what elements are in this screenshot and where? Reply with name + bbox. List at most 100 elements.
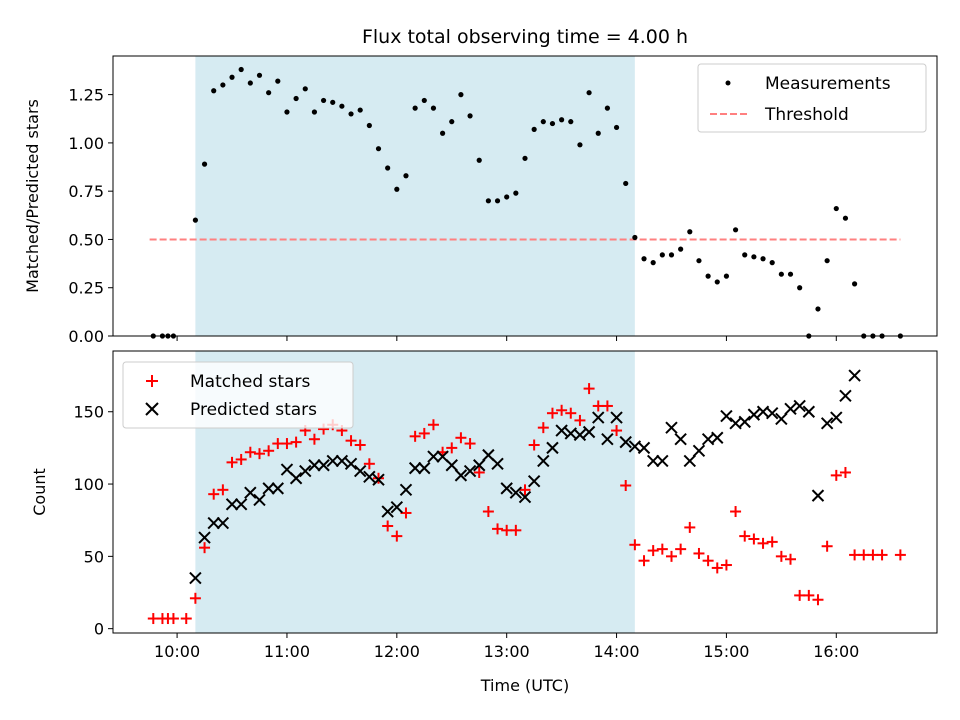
predicted-star-point xyxy=(363,470,376,484)
measurement-point xyxy=(522,155,528,161)
x-tick-label: 13:00 xyxy=(484,642,530,661)
measurement-point xyxy=(467,113,473,119)
measurement-point xyxy=(320,97,327,104)
matched-star-point xyxy=(748,533,760,545)
matched-star-point xyxy=(730,506,742,518)
predicted-star-point xyxy=(527,474,541,488)
matched-star-point xyxy=(235,453,247,465)
predicted-star-point xyxy=(372,473,385,486)
measurement-point xyxy=(659,252,665,258)
measurement-point xyxy=(797,285,803,291)
matched-star-point xyxy=(876,549,888,561)
matched-star-point xyxy=(611,425,623,437)
matched-star-point xyxy=(601,400,613,412)
measurement-point xyxy=(732,227,739,233)
measurement-point xyxy=(852,281,858,287)
matched-star-point xyxy=(785,553,797,565)
predicted-star-point xyxy=(445,459,458,472)
predicted-star-point xyxy=(637,441,651,455)
top-legend-box xyxy=(697,63,927,133)
top-y-tick-label: 1.00 xyxy=(68,134,104,153)
measurement-point xyxy=(678,246,684,252)
matched-star-point xyxy=(803,589,815,601)
bottom-legend-box xyxy=(122,361,354,429)
predicted-star-point xyxy=(592,411,605,424)
measurement-point xyxy=(595,130,601,136)
predicted-star-point xyxy=(198,531,211,544)
bottom-y-tick-label: 50 xyxy=(84,547,104,566)
measurement-point xyxy=(220,82,226,88)
bottom-y-axis: 0 50 100 150 xyxy=(73,403,113,639)
top-y-axis-label: Matched/Predicted stars xyxy=(23,99,42,293)
measurement-point xyxy=(430,105,437,111)
predicted-star-point xyxy=(656,454,669,468)
measurement-point xyxy=(302,86,308,92)
matched-star-point xyxy=(812,594,824,606)
matched-star-point xyxy=(446,442,458,454)
count-points xyxy=(147,369,906,625)
measurement-point xyxy=(632,234,638,241)
measurement-point xyxy=(751,254,757,260)
bottom-legend: Matched stars Predicted stars xyxy=(122,361,354,429)
legend-matched-label: Matched stars xyxy=(190,372,310,392)
predicted-star-point xyxy=(738,415,751,429)
measurement-point xyxy=(192,217,198,223)
matched-star-point xyxy=(290,436,302,448)
measurement-point xyxy=(504,194,510,200)
matched-star-point xyxy=(720,559,732,571)
measurement-point xyxy=(247,80,253,86)
predicted-star-point xyxy=(253,493,266,507)
measurement-point xyxy=(348,111,354,117)
matched-star-point xyxy=(382,520,394,532)
measurement-point xyxy=(833,205,839,212)
measurement-point xyxy=(458,92,464,98)
matched-star-point xyxy=(702,555,714,567)
legend-matched-marker xyxy=(146,375,158,387)
predicted-star-point xyxy=(399,483,413,497)
measurement-point xyxy=(256,72,263,78)
matched-star-point xyxy=(684,521,696,533)
measurement-point xyxy=(559,117,565,123)
matched-star-point xyxy=(281,438,293,450)
predicted-star-point xyxy=(848,369,861,382)
x-tick-label: 15:00 xyxy=(703,642,749,661)
top-x-ticks xyxy=(176,336,837,341)
matched-star-point xyxy=(546,407,558,419)
matched-star-point xyxy=(675,543,687,555)
matched-star-point xyxy=(620,479,632,491)
predicted-star-point xyxy=(244,486,257,499)
matched-star-point xyxy=(574,414,586,426)
matched-star-point xyxy=(766,536,778,548)
predicted-star-point xyxy=(454,469,468,482)
predicted-star-point xyxy=(802,405,816,418)
matched-star-point xyxy=(482,506,494,518)
matched-star-point xyxy=(537,422,549,434)
predicted-star-point xyxy=(555,424,568,437)
predicted-star-point xyxy=(326,454,339,468)
measurement-point xyxy=(723,273,730,279)
x-tick-label: 12:00 xyxy=(374,642,420,661)
measurement-point xyxy=(760,256,766,262)
matched-star-point xyxy=(565,407,577,419)
matched-star-point xyxy=(354,439,366,451)
measurement-point xyxy=(613,124,620,131)
predicted-star-point xyxy=(747,408,761,421)
predicted-star-point xyxy=(390,500,404,514)
measurement-point xyxy=(293,95,299,102)
top-y-tick-label: 1.25 xyxy=(68,86,104,105)
measurement-point xyxy=(311,109,318,115)
measurement-point xyxy=(668,252,675,258)
matched-star-point xyxy=(821,540,833,552)
predicted-star-point xyxy=(353,464,367,478)
predicted-star-point xyxy=(573,428,587,442)
predicted-star-point xyxy=(601,433,614,446)
measurement-point xyxy=(449,119,455,125)
matched-star-point xyxy=(629,539,641,551)
measurement-point xyxy=(650,260,656,266)
measurement-point xyxy=(641,256,647,262)
top-y-axis: 0.00 0.25 0.50 0.75 1.00 1.25 xyxy=(68,86,113,346)
bottom-y-axis-label: Count xyxy=(30,468,49,516)
bottom-panel: 0 50 100 150 10:00 11:00 12:00 13:00 14:00 15:00… xyxy=(30,350,938,695)
measurement-point xyxy=(604,105,611,111)
predicted-star-point xyxy=(500,482,513,495)
